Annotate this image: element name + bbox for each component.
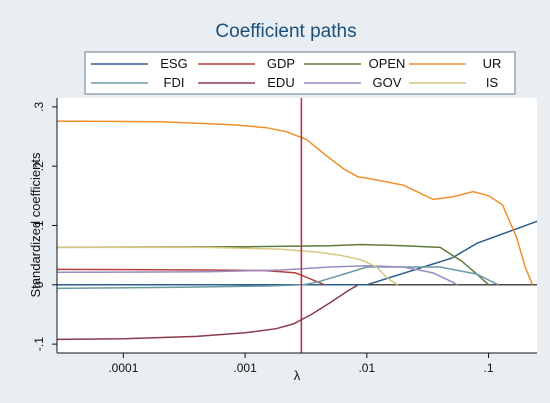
legend-item-esg: ESG xyxy=(91,56,188,71)
y-axis-label: Standardized coefficients xyxy=(28,152,43,298)
y-tick-label: 0 xyxy=(32,281,46,288)
y-tick-label: .1 xyxy=(32,220,46,230)
x-tick-label: .0001 xyxy=(108,361,138,375)
series-line-is xyxy=(57,246,399,286)
legend-item-ur: UR xyxy=(409,56,501,71)
series-line-gov xyxy=(56,265,458,286)
legend-box xyxy=(84,51,516,95)
series-line-esg xyxy=(57,220,538,286)
chart-title: Coefficient paths xyxy=(215,21,356,42)
plot-background xyxy=(57,98,537,353)
legend-label: GDP xyxy=(267,56,295,71)
legend-item-gdp: GDP xyxy=(198,56,295,71)
x-tick-label: .001 xyxy=(233,361,257,375)
legend-item-is: IS xyxy=(409,75,498,90)
y-tick-label: .3 xyxy=(32,102,46,112)
series-line-open xyxy=(56,243,490,286)
x-axis-label: λ xyxy=(294,368,301,383)
legend: ESG GDP OPEN UR FDI EDU GOV IS xyxy=(84,51,516,95)
legend-item-gov: GOV xyxy=(304,75,402,90)
legend-item-open: OPEN xyxy=(304,56,405,71)
series-line-gdp xyxy=(56,268,325,286)
x-tick-label: .1 xyxy=(484,361,494,375)
series-line-fdi xyxy=(56,266,499,290)
legend-label: IS xyxy=(486,75,499,90)
legend-item-fdi: FDI xyxy=(91,75,184,90)
legend-label: OPEN xyxy=(369,56,406,71)
series-line-ur xyxy=(56,120,534,286)
legend-item-edu: EDU xyxy=(198,75,295,90)
legend-label: GOV xyxy=(373,75,402,90)
legend-label: FDI xyxy=(164,75,185,90)
legend-label: ESG xyxy=(160,56,187,71)
legend-label: UR xyxy=(483,56,502,71)
y-tick-label: -.1 xyxy=(32,337,46,351)
y-tick-label: .2 xyxy=(32,161,46,171)
legend-label: EDU xyxy=(267,75,294,90)
plot-area: .3 .2 .1 0 -.1 .0001 .001 .01 .1 xyxy=(32,98,538,375)
x-tick-label: .01 xyxy=(358,361,375,375)
series-line-edu xyxy=(56,284,359,341)
